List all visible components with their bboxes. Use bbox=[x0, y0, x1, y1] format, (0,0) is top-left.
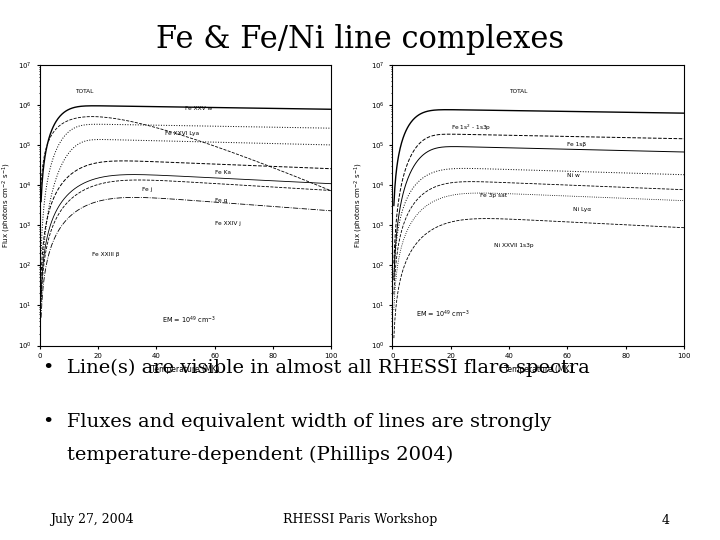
Text: Fe XXVI Lya: Fe XXVI Lya bbox=[165, 131, 199, 136]
Text: Fe XXIII β: Fe XXIII β bbox=[92, 252, 120, 256]
X-axis label: Temperature (MK): Temperature (MK) bbox=[504, 365, 572, 374]
Text: •  Fluxes and equivalent width of lines are strongly: • Fluxes and equivalent width of lines a… bbox=[43, 413, 552, 431]
Text: Ni Lyα: Ni Lyα bbox=[573, 207, 591, 212]
Text: EM = 10$^{49}$ cm$^{-3}$: EM = 10$^{49}$ cm$^{-3}$ bbox=[162, 314, 216, 326]
Y-axis label: Flux (photons cm$^{-2}$ s$^{-1}$): Flux (photons cm$^{-2}$ s$^{-1}$) bbox=[353, 163, 365, 248]
Text: Ni w: Ni w bbox=[567, 173, 580, 178]
Text: RHESSI Paris Workshop: RHESSI Paris Workshop bbox=[283, 514, 437, 526]
Text: 4: 4 bbox=[662, 514, 670, 526]
Text: TOTAL: TOTAL bbox=[509, 89, 528, 94]
Y-axis label: Flux (photons cm$^{-2}$ s$^{-1}$): Flux (photons cm$^{-2}$ s$^{-1}$) bbox=[0, 163, 12, 248]
Text: Fe q: Fe q bbox=[215, 198, 227, 204]
Text: •  Line(s) are visible in almost all RHESSI flare spectra: • Line(s) are visible in almost all RHES… bbox=[43, 359, 590, 377]
Text: July 27, 2004: July 27, 2004 bbox=[50, 514, 134, 526]
Text: Fe & Fe/Ni line complexes: Fe & Fe/Ni line complexes bbox=[156, 24, 564, 55]
Text: EM = 10$^{49}$ cm$^{-3}$: EM = 10$^{49}$ cm$^{-3}$ bbox=[415, 309, 469, 320]
Text: Ni XXVII 1s3p: Ni XXVII 1s3p bbox=[495, 244, 534, 248]
Text: Fe XXV w: Fe XXV w bbox=[185, 106, 212, 111]
Text: Fe 1s$^2$ - 1s3p: Fe 1s$^2$ - 1s3p bbox=[451, 122, 491, 133]
Text: Fe j: Fe j bbox=[142, 187, 152, 192]
Text: Fe 3p sat: Fe 3p sat bbox=[480, 193, 507, 198]
Text: Fe 1sβ: Fe 1sβ bbox=[567, 142, 587, 147]
Text: temperature-dependent (Phillips 2004): temperature-dependent (Phillips 2004) bbox=[67, 446, 453, 464]
Text: Fe Ka: Fe Ka bbox=[215, 170, 230, 176]
Text: Fe XXIV j: Fe XXIV j bbox=[215, 221, 240, 226]
Text: TOTAL: TOTAL bbox=[75, 89, 93, 94]
X-axis label: Temperature (MK): Temperature (MK) bbox=[151, 365, 220, 374]
